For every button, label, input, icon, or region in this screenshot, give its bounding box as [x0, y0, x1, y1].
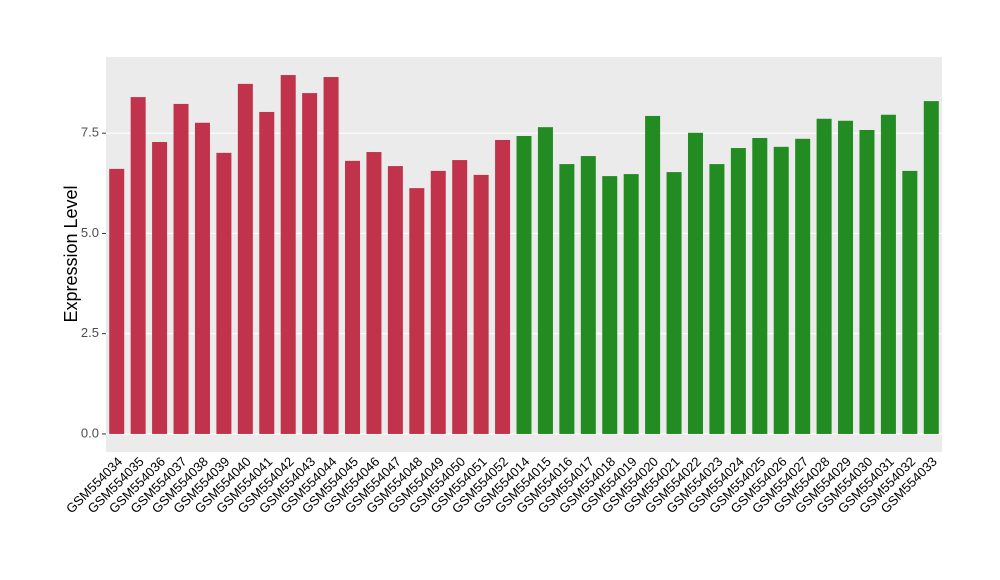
bar [194, 122, 210, 434]
bar [687, 132, 703, 434]
bar [795, 138, 811, 434]
bar [495, 140, 511, 434]
bar [902, 170, 918, 434]
bar [730, 148, 746, 434]
bar [537, 127, 553, 434]
bar [473, 174, 489, 434]
bar [838, 120, 854, 434]
bar [709, 164, 725, 434]
y-axis-title: Expression Level [61, 185, 81, 322]
bar [387, 166, 403, 434]
bar [666, 172, 682, 434]
bar [880, 114, 896, 434]
y-tick-label: 5.0 [81, 225, 99, 240]
bar [859, 129, 875, 434]
bar [130, 97, 146, 434]
bar [259, 111, 275, 434]
bar [237, 83, 253, 434]
bar [559, 164, 575, 434]
bar [923, 101, 939, 434]
bar [623, 174, 639, 434]
bar [516, 136, 532, 434]
bar [752, 138, 768, 434]
y-tick-label: 0.0 [81, 425, 99, 440]
y-tick-label: 2.5 [81, 325, 99, 340]
bar [602, 176, 618, 434]
bar [409, 188, 425, 434]
bar [152, 142, 168, 434]
bar [430, 170, 446, 434]
bar [645, 115, 661, 434]
y-tick-label: 7.5 [81, 125, 99, 140]
bar [816, 118, 832, 434]
bar [773, 146, 789, 434]
bar [345, 160, 361, 434]
bar [366, 152, 382, 434]
bar [323, 77, 339, 434]
bar [109, 168, 125, 434]
bar [580, 156, 596, 434]
bar [173, 103, 189, 434]
bar [216, 152, 232, 434]
bar [452, 160, 468, 434]
bar [302, 93, 318, 434]
bar [280, 75, 296, 434]
